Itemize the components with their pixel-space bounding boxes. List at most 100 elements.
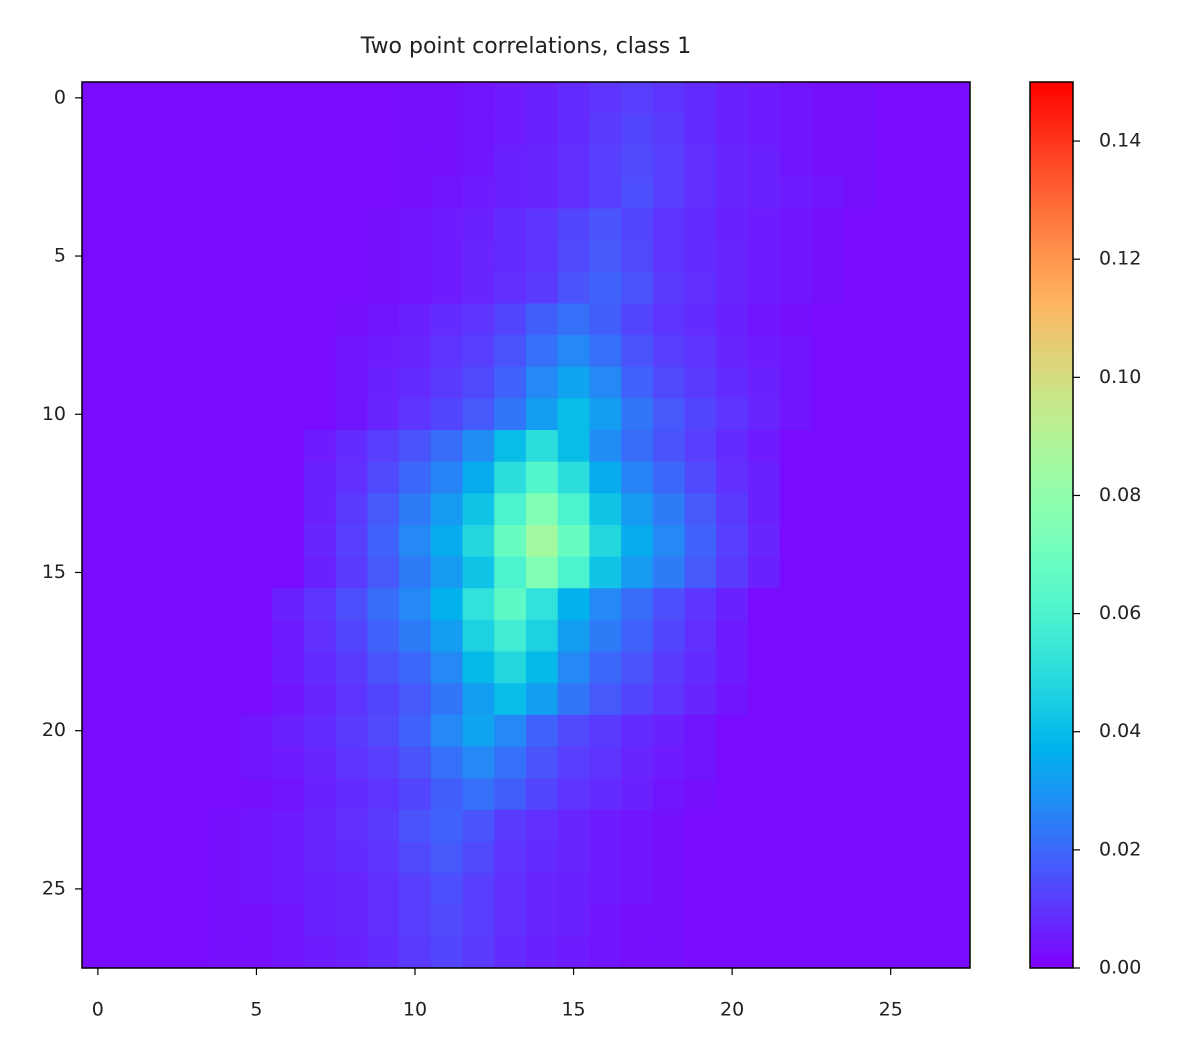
heat-cell [145, 366, 178, 399]
heat-cell [304, 936, 337, 969]
heat-cell [335, 366, 368, 399]
x-tick-label: 20 [720, 999, 744, 1021]
heat-cell [526, 208, 559, 241]
heat-cell [684, 145, 717, 178]
heat-cell [684, 461, 717, 494]
heat-cell [177, 525, 210, 558]
heat-cell [621, 398, 654, 431]
heat-cell [779, 113, 812, 146]
heat-cell [208, 778, 242, 811]
colorbar-tick-label: 0.14 [1099, 130, 1141, 152]
heat-cell [557, 778, 590, 811]
heat-cell [621, 493, 654, 526]
heat-cell [113, 113, 146, 146]
x-tick-label: 15 [561, 999, 585, 1021]
heat-cell [874, 683, 908, 716]
heat-cell [208, 240, 242, 273]
heat-cell [430, 430, 464, 463]
heat-cell [589, 714, 622, 747]
heat-cell [526, 176, 559, 210]
heat-cell [145, 809, 178, 842]
heat-cell [272, 113, 305, 146]
heat-cell [874, 303, 908, 336]
heat-cell [716, 82, 749, 115]
heat-cell [557, 145, 590, 178]
heat-cell [779, 461, 812, 494]
heat-cell [145, 525, 178, 558]
heat-cell [399, 714, 432, 747]
heat-cell [843, 778, 876, 811]
heat-cell [208, 525, 242, 558]
heat-cell [208, 714, 242, 747]
heat-cell [367, 335, 400, 368]
heat-cell [811, 461, 844, 494]
heat-cell [938, 873, 971, 906]
heat-cell [557, 651, 590, 684]
heat-cell [145, 335, 178, 368]
heat-cell [399, 335, 432, 368]
heat-cell [557, 430, 590, 463]
heat-cell [589, 746, 622, 779]
heat-cell [113, 683, 146, 716]
heat-cell [240, 619, 273, 653]
heat-cell [462, 936, 495, 969]
heat-cell [494, 556, 527, 589]
heat-cell [272, 588, 305, 621]
heat-cell [145, 714, 178, 747]
heat-cell [304, 271, 337, 304]
heat-cell [652, 366, 686, 399]
heat-cell [779, 588, 812, 621]
heat-cell [462, 145, 495, 178]
heat-cell [430, 525, 464, 558]
heat-cell [399, 113, 432, 146]
heat-cell [367, 556, 400, 589]
heat-cell [304, 493, 337, 526]
heat-cell [906, 240, 939, 273]
heat-cell [526, 271, 559, 304]
heat-cell [621, 588, 654, 621]
heat-cell [652, 619, 686, 653]
heat-cell [748, 113, 781, 146]
heat-cell [113, 335, 146, 368]
heat-cell [208, 366, 242, 399]
heat-cell [177, 240, 210, 273]
heat-cell [335, 683, 368, 716]
heat-cell [494, 271, 527, 304]
heat-cell [748, 936, 781, 969]
heat-cell [335, 208, 368, 241]
heat-cell [589, 335, 622, 368]
colorbar-tick-label: 0.06 [1099, 602, 1141, 624]
heat-cell [938, 809, 971, 842]
heat-cell [748, 683, 781, 716]
heat-cell [874, 145, 908, 178]
heat-cell [843, 461, 876, 494]
heat-cell [779, 398, 812, 431]
heat-cell [779, 335, 812, 368]
heat-cell [494, 714, 527, 747]
heat-cell [272, 335, 305, 368]
heat-cell [526, 651, 559, 684]
heat-cell [430, 303, 464, 336]
heat-cell [716, 588, 749, 621]
heat-cell [748, 651, 781, 684]
heat-cell [82, 619, 115, 653]
heat-cell [652, 493, 686, 526]
heat-cell [811, 430, 844, 463]
heat-cell [748, 176, 781, 210]
heat-cell [240, 683, 273, 716]
heat-cell [399, 82, 432, 115]
heat-cell [367, 176, 400, 210]
heat-cell [938, 683, 971, 716]
heat-cell [716, 461, 749, 494]
heat-cell [494, 208, 527, 241]
heat-cell [843, 82, 876, 115]
heat-cell [716, 240, 749, 273]
heat-cell [874, 82, 908, 115]
heat-cell [557, 556, 590, 589]
x-tick-label: 25 [879, 999, 903, 1021]
heat-cell [589, 651, 622, 684]
heat-cell [748, 430, 781, 463]
heat-cell [367, 82, 400, 115]
heat-cell [811, 904, 844, 937]
heat-cell [240, 809, 273, 842]
